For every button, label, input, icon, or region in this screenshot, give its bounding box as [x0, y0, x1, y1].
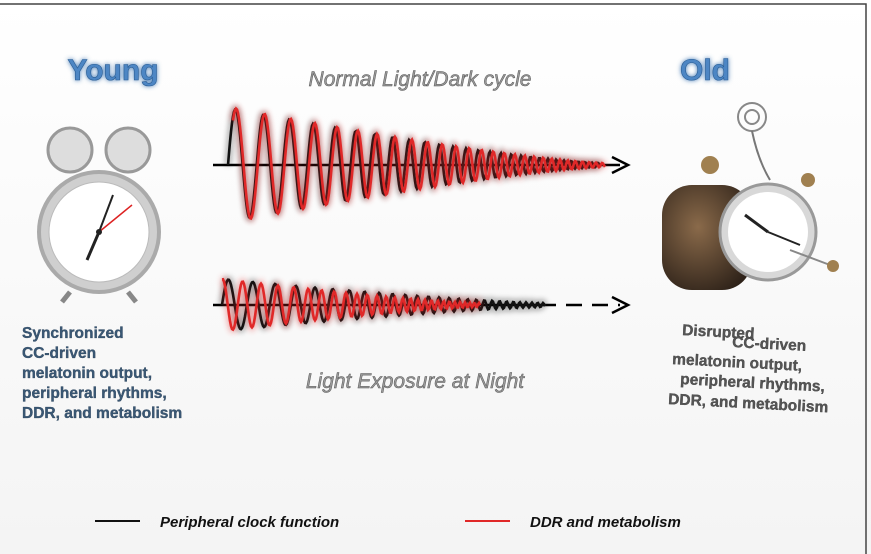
legend-label: Peripheral clock function	[160, 514, 339, 531]
arrow-head	[611, 295, 631, 315]
old-text-line: Disrupted	[682, 322, 755, 343]
wave	[231, 106, 607, 221]
young-text-line: Synchronized	[22, 325, 124, 342]
young-text-line: peripheral rhythms,	[22, 385, 167, 402]
wave	[221, 277, 482, 332]
frame	[0, 3, 867, 554]
old-clock	[662, 102, 839, 290]
bottom-wave-label: Light Exposure at Night	[306, 370, 525, 393]
legend-label: DDR and metabolism	[530, 514, 681, 531]
young-text: Synchronized CC-driven melatonin output, pe…	[22, 325, 183, 422]
old-label: Old	[680, 54, 730, 87]
young-text-line: CC-driven	[22, 345, 96, 362]
young-clock	[37, 126, 161, 304]
top-wave-label: Normal Light/Dark cycle	[309, 68, 532, 91]
young-text-line: melatonin output,	[22, 365, 152, 382]
young-label: Young	[67, 54, 158, 87]
young-text-line: DDR, and metabolism	[22, 405, 182, 422]
arrow-head	[611, 155, 631, 175]
waves	[213, 103, 631, 334]
legend: Peripheral clock function DDR and metabol…	[95, 514, 681, 531]
old-text-line: CC-driven	[732, 334, 807, 355]
